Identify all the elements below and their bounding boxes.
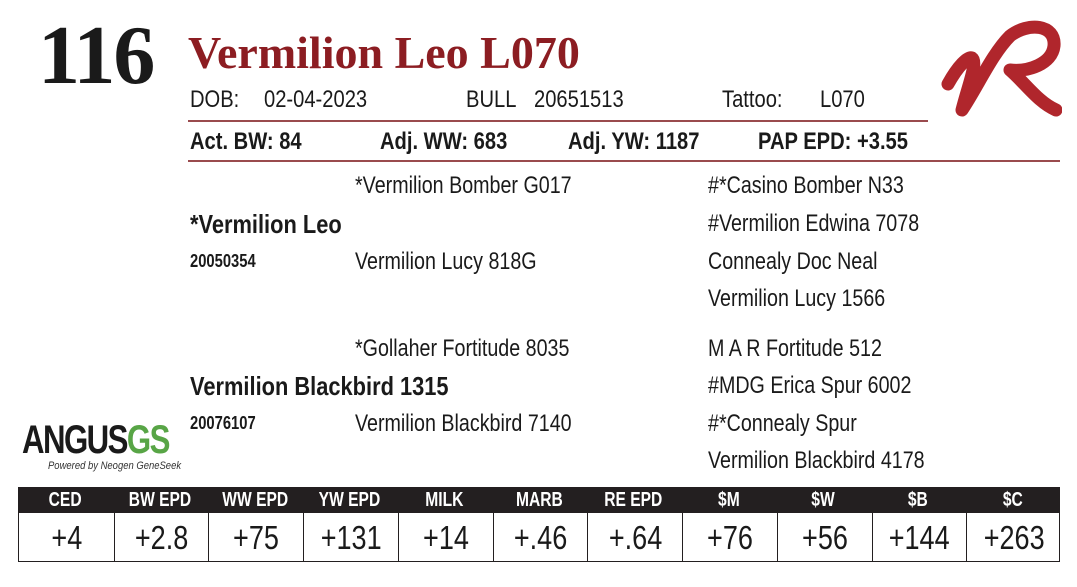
sire-dam-dam: Vermilion Lucy 1566 <box>708 285 886 312</box>
dam-dam-sire: #*Connealy Spur <box>708 410 857 437</box>
epd-value-text: +2.8 <box>134 519 189 556</box>
epd-header-dollar-c: $C <box>965 487 1060 513</box>
actual-birth-weight: Act. BW: 84 <box>190 128 302 155</box>
epd-header-label: $W <box>811 489 835 511</box>
sex-label: BULL <box>466 86 517 113</box>
epd-header-label: CED <box>48 489 82 511</box>
angus-gs-logo: ANGUSGS Powered by Neogen GeneSeek <box>22 418 181 476</box>
epd-header-bw-epd: BW EPD <box>113 487 208 513</box>
epd-header-dollar-b: $B <box>871 487 966 513</box>
tattoo-value: L070 <box>820 86 865 113</box>
epd-value-dollar-b: +144 <box>871 513 967 561</box>
epd-value-ww-epd: +75 <box>208 513 303 561</box>
sire-dam-sire: Connealy Doc Neal <box>708 248 878 275</box>
tattoo-label: Tattoo: <box>722 86 783 113</box>
pap-epd: PAP EPD: +3.55 <box>758 128 908 155</box>
dam-dam-dam: Vermilion Blackbird 4178 <box>708 447 925 474</box>
epd-header-dollar-m: $M <box>681 487 776 513</box>
angus-wordmark: ANGUSGS <box>22 418 170 462</box>
epd-header-label: $M <box>717 489 740 511</box>
sire-name: *Vermilion Leo <box>190 209 342 239</box>
epd-value-yw-epd: +131 <box>303 513 398 561</box>
epd-value-marb-epd: +.46 <box>492 513 588 561</box>
epd-header-ced: CED <box>18 487 113 513</box>
epd-value-text: +76 <box>706 519 753 556</box>
animal-name: Vermilion Leo L070 <box>188 27 580 78</box>
sire-sire: *Vermilion Bomber G017 <box>355 172 572 199</box>
epd-header-label: WW EPD <box>221 489 288 511</box>
lot-number: 116 <box>38 9 155 102</box>
epd-value-bw-epd: +2.8 <box>113 513 209 561</box>
epd-value-dollar-c: +263 <box>966 513 1061 561</box>
epd-header-yw-epd: YW EPD <box>302 487 397 513</box>
epd-header-re-epd: RE EPD <box>586 487 681 513</box>
epd-value-row: +4 +2.8 +75 +131 +14 +.46 +.64 +76 +56 +144 +263 <box>18 513 1060 562</box>
sire-sire-sire: #*Casino Bomber N33 <box>708 172 904 199</box>
epd-value-re-epd: +.64 <box>587 513 682 561</box>
dam-sire-sire: M A R Fortitude 512 <box>708 335 882 362</box>
epd-header-label: $C <box>1002 489 1023 511</box>
epd-header-label: $B <box>907 489 928 511</box>
epd-value-text: +56 <box>801 519 848 556</box>
epd-table: CED BW EPD WW EPD YW EPD MILK EPDMARB EPD RE … <box>18 487 1060 563</box>
dam-sire-dam: #MDG Erica Spur 6002 <box>708 372 912 399</box>
dam-dam: Vermilion Blackbird 7140 <box>355 410 572 437</box>
epd-value-dollar-m: +76 <box>682 513 777 561</box>
epd-header-milk-epd: MILK EPD <box>397 487 492 537</box>
epd-value-text: +131 <box>320 519 382 556</box>
registration-number: 20651513 <box>534 86 624 113</box>
epd-value-text: +.64 <box>608 519 662 556</box>
sire-dam: Vermilion Lucy 818G <box>355 248 537 275</box>
epd-value-dollar-w: +56 <box>776 513 872 561</box>
epd-header-label: BW EPD <box>128 489 192 511</box>
epd-value-milk-epd: +14 <box>397 513 493 561</box>
divider <box>188 120 928 122</box>
epd-header-label: YW EPD <box>318 489 381 511</box>
epd-header-row: CED BW EPD WW EPD YW EPD MILK EPDMARB EPD RE … <box>18 487 1060 537</box>
epd-value-text: +75 <box>233 519 280 556</box>
epd-header-marb-epd: MARB EPD <box>492 487 587 537</box>
sire-registration: 20050354 <box>190 251 256 271</box>
divider <box>188 160 1060 162</box>
dam-sire: *Gollaher Fortitude 8035 <box>355 335 570 362</box>
epd-header-dollar-w: $W <box>776 487 871 513</box>
epd-value-text: +144 <box>888 519 950 556</box>
dob-label: DOB: <box>190 86 240 113</box>
dob-value: 02-04-2023 <box>264 86 368 113</box>
vr-brand-icon <box>941 20 1062 117</box>
angus-tagline: Powered by Neogen GeneSeek <box>48 460 182 472</box>
epd-header-ww-epd: WW EPD <box>207 487 302 513</box>
epd-header-label: RE EPD <box>604 489 663 511</box>
epd-value-text: +263 <box>983 519 1045 556</box>
dam-registration: 20076107 <box>190 413 256 433</box>
epd-value-text: +4 <box>50 519 82 556</box>
epd-value-text: +.46 <box>513 519 568 556</box>
dam-name: Vermilion Blackbird 1315 <box>190 371 449 401</box>
adjusted-yearling-weight: Adj. YW: 1187 <box>568 128 700 155</box>
epd-value-text: +14 <box>422 519 469 556</box>
adjusted-weaning-weight: Adj. WW: 683 <box>380 128 508 155</box>
sire-sire-dam: #Vermilion Edwina 7078 <box>708 210 920 237</box>
epd-value-ced: +4 <box>19 513 114 561</box>
